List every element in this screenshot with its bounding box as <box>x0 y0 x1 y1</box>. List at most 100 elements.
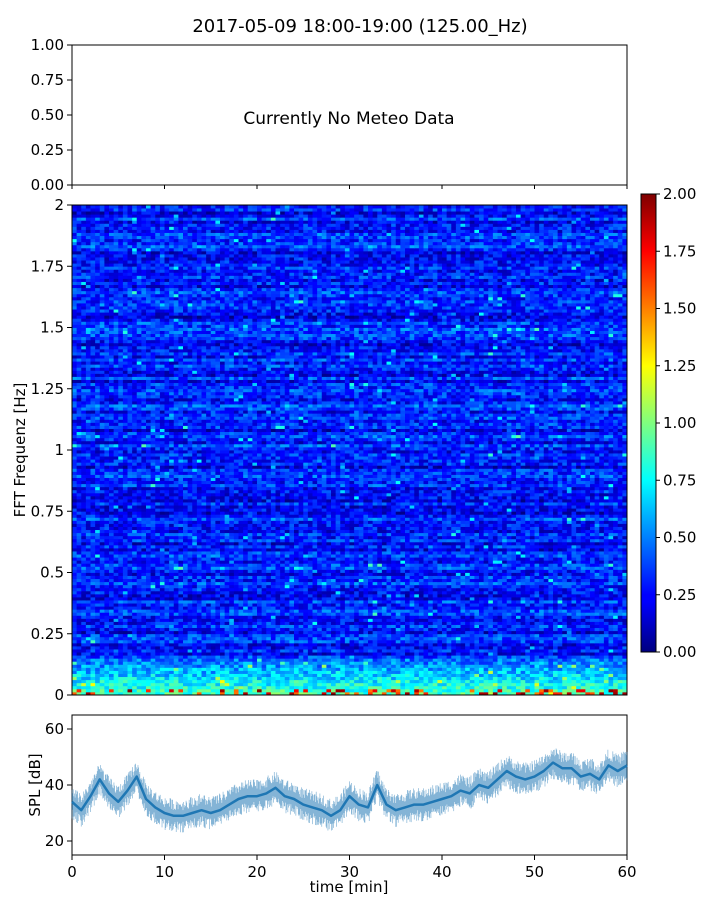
spectrogram-cell <box>340 655 346 659</box>
spectrogram-cell <box>298 581 304 586</box>
spectrogram-cell <box>418 621 424 625</box>
spectrogram-cell <box>303 688 309 693</box>
spectrogram-cell <box>511 673 517 678</box>
spectrogram-cell <box>483 618 489 622</box>
spectrogram-cell <box>437 584 443 589</box>
spectrogram-cell <box>358 664 364 668</box>
spectrogram-cell <box>201 627 207 632</box>
spectrogram-cell <box>409 652 415 656</box>
spectrogram-cell <box>585 652 591 656</box>
spectrogram-cell <box>590 667 596 671</box>
spectrogram-cell <box>183 597 189 601</box>
spectrogram-cell <box>585 578 591 583</box>
spectrogram-cell <box>594 627 600 632</box>
spectrogram-cell <box>381 618 387 622</box>
spectrogram-cell <box>562 646 568 650</box>
spectrogram-cell <box>127 581 133 586</box>
spectrogram-cell <box>99 649 105 653</box>
spectrogram-cell <box>224 642 230 647</box>
spectrogram-cell <box>118 581 124 586</box>
spectrogram-cell <box>608 621 614 625</box>
spectrogram-cell <box>335 581 341 586</box>
spectrogram-cell <box>201 609 207 613</box>
spectrogram-cell <box>261 685 267 690</box>
spectrogram-cell <box>136 630 142 635</box>
spectrogram-cell <box>233 624 239 629</box>
spectrogram-cell <box>280 642 286 647</box>
spectrogram-cell <box>192 688 198 693</box>
spectrogram-cell <box>590 676 596 681</box>
spectrogram-cell <box>118 590 124 595</box>
spectrogram-cell <box>529 652 535 656</box>
spectrogram-cell <box>326 590 332 595</box>
spectrogram-cell <box>196 597 202 601</box>
spectrogram-cell <box>90 691 96 696</box>
spectrogram-cell <box>418 670 424 674</box>
spectrogram-cell <box>562 603 568 607</box>
spectrogram-cell <box>465 612 471 616</box>
spectrogram-cell <box>502 636 508 641</box>
spectrogram-cell <box>502 593 508 598</box>
spectrogram-cell <box>437 652 443 656</box>
spectrogram-cell <box>303 646 309 650</box>
spectrogram-cell <box>113 612 119 616</box>
spectrogram-cell <box>483 688 489 693</box>
spectrogram-cell <box>603 621 609 625</box>
spectrogram-cell <box>506 624 512 629</box>
spectrogram-cell <box>326 664 332 668</box>
spectrogram-cell <box>358 618 364 622</box>
spectrogram-cell <box>183 646 189 650</box>
spectrogram-cell <box>400 661 406 665</box>
spectrogram-cell <box>317 673 323 678</box>
spectrogram-cell <box>317 575 323 580</box>
spectrogram-cell <box>206 593 212 598</box>
spectrogram-cell <box>146 639 152 644</box>
spectrogram-cell <box>136 682 142 687</box>
spectrogram-cell <box>381 612 387 616</box>
spectrogram-cell <box>428 597 434 601</box>
spectrogram-cell <box>465 639 471 644</box>
spectrogram-cell <box>391 679 397 684</box>
spectrogram-cell <box>543 664 549 668</box>
spectrogram-cell <box>580 661 586 665</box>
spectrogram-cell <box>192 642 198 647</box>
spectrogram-cell <box>460 646 466 650</box>
spectrogram-cell <box>257 661 263 665</box>
spectrogram-cell <box>104 578 110 583</box>
spectrogram-cell <box>192 600 198 604</box>
spectrogram-cell <box>502 661 508 665</box>
spectrogram-cell <box>164 670 170 674</box>
spectrogram-cell <box>474 685 480 690</box>
spectrogram-cell <box>187 624 193 629</box>
spectrogram-cell <box>432 688 438 693</box>
spectrogram-cell <box>358 590 364 595</box>
spectrogram-cell <box>238 667 244 671</box>
spectrogram-cell <box>224 655 230 659</box>
spectrogram-cell <box>479 572 485 576</box>
spectrogram-cell <box>155 584 161 589</box>
spectrogram-cell <box>90 612 96 616</box>
spectrogram-cell <box>414 649 420 653</box>
spectrogram-cell <box>492 673 498 678</box>
spectrogram-cell <box>497 618 503 622</box>
spectrogram-cell <box>289 646 295 650</box>
spectrogram-cell <box>215 633 221 638</box>
spectrogram-cell <box>479 627 485 632</box>
spectrogram-cell <box>585 615 591 619</box>
spectrogram-cell <box>497 664 503 668</box>
spectrogram-cell <box>72 679 78 684</box>
spectrogram-cell <box>405 673 411 678</box>
spectrogram-cell <box>529 606 535 610</box>
spectrogram-cell <box>224 593 230 598</box>
spectrogram-cell <box>562 630 568 635</box>
spectrogram-cell <box>437 621 443 625</box>
spectrogram-cell <box>85 667 91 671</box>
spectrogram-cell <box>303 642 309 647</box>
figure-title: 2017-05-09 18:00-19:00 (125.00_Hz) <box>192 16 527 37</box>
spectrogram-cell <box>136 642 142 647</box>
spectrogram-cell <box>280 587 286 592</box>
spectrogram-cell <box>455 658 461 662</box>
spectrogram-cell <box>354 624 360 629</box>
spectrogram-cell <box>391 603 397 607</box>
spectrogram-cell <box>442 636 448 641</box>
